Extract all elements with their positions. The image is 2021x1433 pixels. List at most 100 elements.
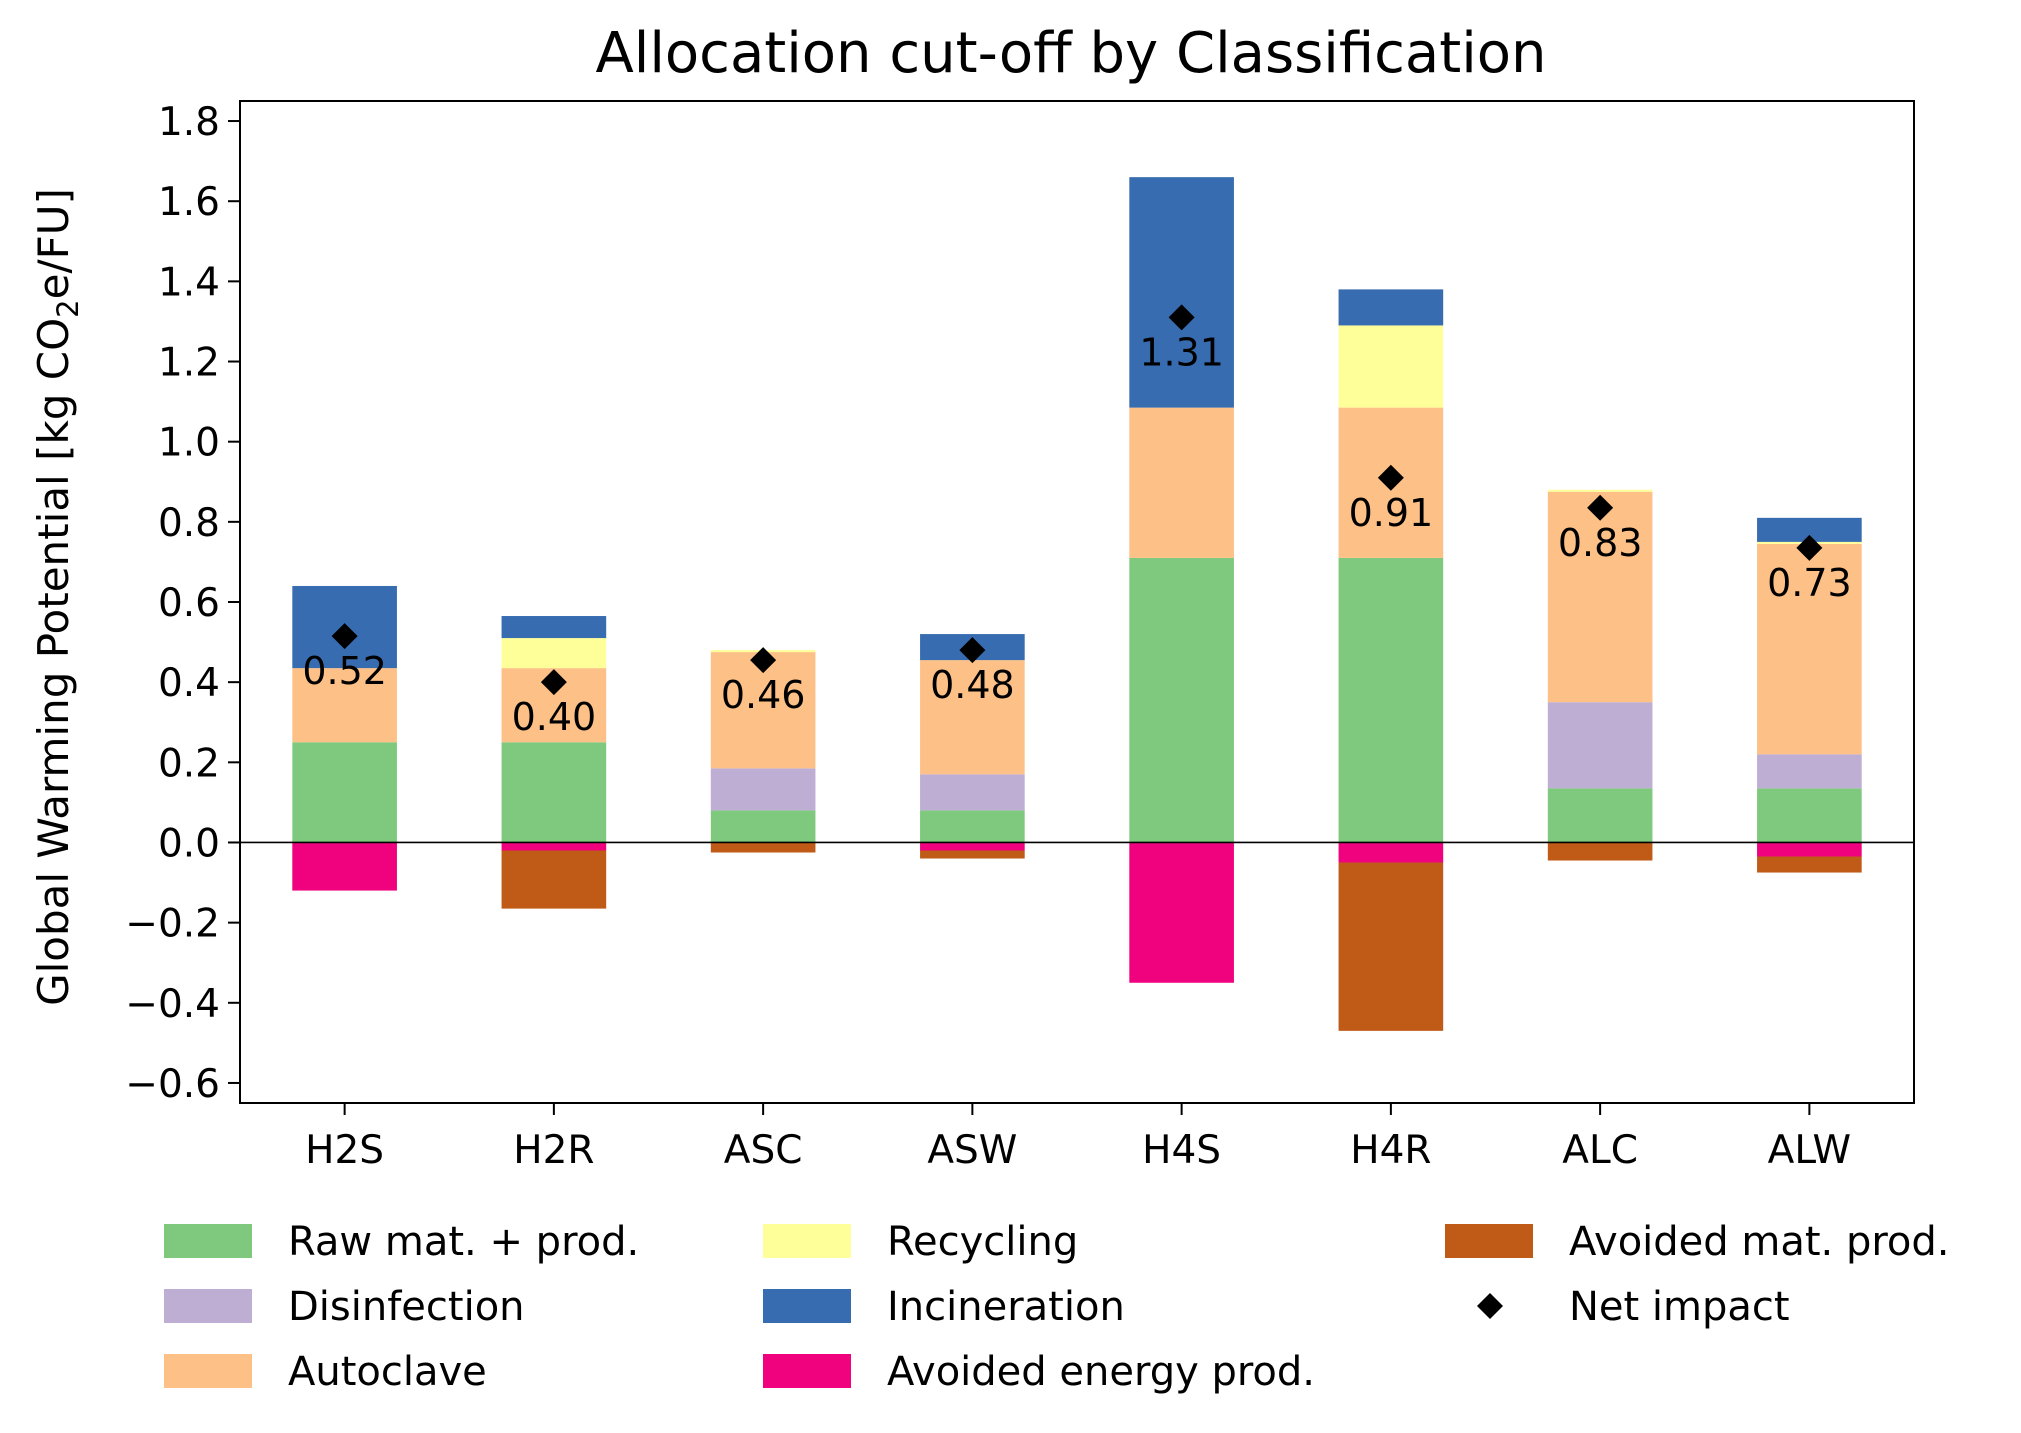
bar-avoided-energy-prod-alw xyxy=(1757,842,1862,857)
x-tick-label-h2s: H2S xyxy=(305,1128,384,1173)
legend-swatch-avoided-energy-prod xyxy=(763,1354,851,1388)
y-tick-label: 1.4 xyxy=(158,260,220,305)
net-impact-marker-h4r xyxy=(1377,464,1404,491)
x-tick-label-h2r: H2R xyxy=(513,1128,594,1173)
bar-incineration-h4s xyxy=(1129,177,1234,408)
legend-swatch-incineration xyxy=(763,1289,851,1323)
y-tick-label: 1.8 xyxy=(158,100,220,145)
y-axis-label-main: Global Warming Potential [kg CO xyxy=(29,318,78,1006)
net-impact-markers: 0.52 0.40 0.46 0.48 1.31 0.91 0.83 0.73 xyxy=(302,304,1852,739)
bar-disinfection-alw xyxy=(1757,754,1862,789)
x-tick-label-asc: ASC xyxy=(724,1128,803,1173)
legend: Raw mat. + prod. Disinfection Autoclave Rec… xyxy=(164,1219,1950,1395)
bar-raw-mat-prod-asc xyxy=(710,810,816,843)
bar-avoided-mat-prod-alc xyxy=(1547,842,1653,861)
y-tick-label: −0.2 xyxy=(125,902,220,947)
net-impact-label-alw: 0.73 xyxy=(1767,561,1852,605)
net-impact-label-h4r: 0.91 xyxy=(1349,491,1434,535)
y-tick-label: 0.6 xyxy=(158,581,220,626)
bar-recycling-alc xyxy=(1547,489,1653,492)
legend-label-disinfection: Disinfection xyxy=(288,1284,525,1330)
y-axis: −0.6 −0.4 −0.2 0.0 0.2 0.4 0.6 0.8 1.0 1.2 1.4 1.6 1… xyxy=(125,100,240,1107)
bar-avoided-mat-prod-h4r xyxy=(1338,862,1444,1031)
x-tick-label-alc: ALC xyxy=(1562,1128,1638,1173)
net-impact-label-alc: 0.83 xyxy=(1558,521,1643,565)
net-impact-marker-h2s xyxy=(331,623,358,650)
bar-disinfection-asc xyxy=(710,768,816,811)
net-impact-marker-alc xyxy=(1587,494,1614,521)
bar-disinfection-alc xyxy=(1547,702,1653,789)
bar-avoided-energy-prod-asw xyxy=(920,842,1025,851)
bar-avoided-mat-prod-asc xyxy=(710,842,816,853)
y-tick-label: 1.2 xyxy=(158,341,220,386)
net-impact-label-asc: 0.46 xyxy=(721,673,806,717)
net-impact-label-h2r: 0.40 xyxy=(512,695,597,739)
x-tick-label-asw: ASW xyxy=(927,1128,1017,1173)
bar-incineration-h2r xyxy=(501,616,607,639)
y-axis-label-unit: e/FU] xyxy=(29,188,78,299)
bar-recycling-h4r xyxy=(1338,325,1444,408)
net-impact-marker-h4s xyxy=(1168,304,1195,331)
bar-autoclave-h2s xyxy=(292,668,397,743)
bar-disinfection-asw xyxy=(920,774,1025,811)
bar-raw-mat-prod-h4r xyxy=(1338,557,1444,843)
bar-autoclave-asw xyxy=(920,660,1025,775)
x-tick-label-h4s: H4S xyxy=(1142,1128,1221,1173)
legend-label-recycling: Recycling xyxy=(887,1219,1078,1265)
legend-swatch-raw-mat-prod xyxy=(164,1224,252,1258)
y-tick-label: 0.8 xyxy=(158,501,220,546)
bars-layer xyxy=(292,177,1862,1031)
legend-label-net-impact: Net impact xyxy=(1569,1284,1790,1330)
bar-avoided-mat-prod-h2r xyxy=(501,850,607,909)
y-axis-label: Global Warming Potential [kg CO2e/FU] xyxy=(29,188,85,1006)
plot-frame xyxy=(239,100,1915,1104)
bar-raw-mat-prod-h2r xyxy=(501,742,607,843)
bar-raw-mat-prod-h4s xyxy=(1129,557,1234,843)
bar-raw-mat-prod-alc xyxy=(1547,788,1653,843)
x-axis: H2S H2R ASC ASW H4S H4R ALC ALW xyxy=(305,1103,1851,1173)
net-impact-label-asw: 0.48 xyxy=(930,663,1015,707)
bar-autoclave-h4s xyxy=(1129,407,1234,558)
bar-avoided-energy-prod-h4r xyxy=(1338,842,1444,863)
bar-avoided-mat-prod-alw xyxy=(1757,856,1862,873)
bar-avoided-energy-prod-h2r xyxy=(501,842,607,851)
chart-title: Allocation cut-off by Classification xyxy=(595,21,1546,86)
y-axis-label-subscript: 2 xyxy=(51,299,85,317)
bar-avoided-mat-prod-asw xyxy=(920,850,1025,859)
x-tick-label-h4r: H4R xyxy=(1350,1128,1431,1173)
legend-label-avoided-energy-prod: Avoided energy prod. xyxy=(887,1349,1315,1395)
y-tick-label: −0.4 xyxy=(125,982,220,1027)
y-tick-label: −0.6 xyxy=(125,1062,220,1107)
net-impact-label-h2s: 0.52 xyxy=(302,649,387,693)
legend-swatch-recycling xyxy=(763,1224,851,1258)
net-impact-marker-asw xyxy=(959,637,986,664)
legend-label-autoclave: Autoclave xyxy=(288,1349,487,1395)
bar-incineration-h4r xyxy=(1338,289,1444,326)
legend-swatch-disinfection xyxy=(164,1289,252,1323)
x-tick-label-alw: ALW xyxy=(1768,1128,1851,1173)
net-impact-marker-alw xyxy=(1796,534,1823,561)
net-impact-label-h4s: 1.31 xyxy=(1139,330,1224,374)
bar-avoided-energy-prod-h2s xyxy=(292,842,397,891)
legend-label-incineration: Incineration xyxy=(887,1284,1125,1330)
y-tick-label: 0.4 xyxy=(158,661,220,706)
y-tick-label: 1.0 xyxy=(158,421,220,466)
y-tick-label: 0.2 xyxy=(158,741,220,786)
legend-swatch-avoided-mat-prod xyxy=(1445,1224,1533,1258)
y-tick-label: 0.0 xyxy=(158,821,220,866)
legend-swatch-net-impact xyxy=(1477,1293,1503,1319)
net-impact-marker-asc xyxy=(750,647,777,674)
legend-label-raw-mat-prod: Raw mat. + prod. xyxy=(288,1219,639,1265)
bar-avoided-energy-prod-h4s xyxy=(1129,842,1234,983)
y-tick-label: 1.6 xyxy=(158,180,220,225)
net-impact-marker-h2r xyxy=(540,669,567,696)
legend-label-avoided-mat-prod: Avoided mat. prod. xyxy=(1569,1219,1950,1265)
bar-raw-mat-prod-alw xyxy=(1757,788,1862,843)
bar-autoclave-alc xyxy=(1547,491,1653,703)
bar-recycling-h2r xyxy=(501,638,607,669)
legend-swatch-autoclave xyxy=(164,1354,252,1388)
bar-raw-mat-prod-h2s xyxy=(292,742,397,843)
bar-autoclave-alw xyxy=(1757,543,1862,755)
bar-raw-mat-prod-asw xyxy=(920,810,1025,843)
